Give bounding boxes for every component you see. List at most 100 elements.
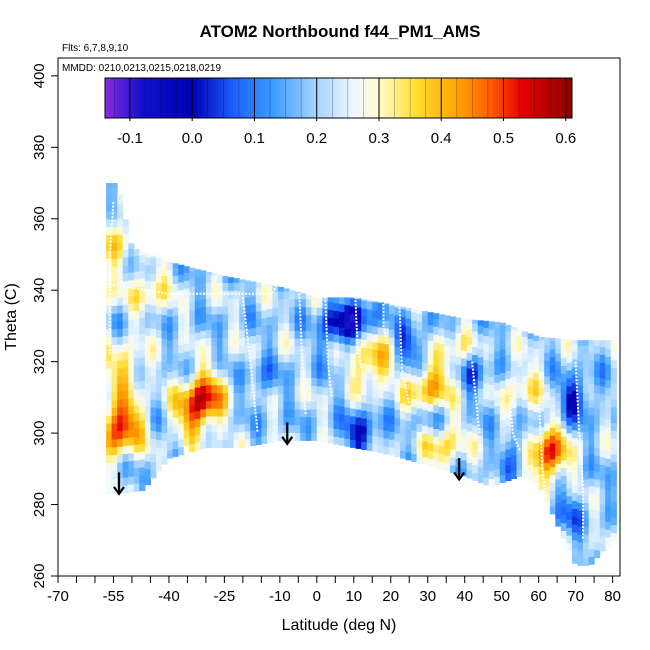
heatmap-cell	[544, 446, 551, 455]
heatmap-cell	[111, 183, 118, 188]
colorbar-segment	[370, 78, 375, 118]
heatmap-cell	[344, 391, 351, 400]
heatmap-cell	[244, 430, 251, 440]
heatmap-cell	[144, 280, 151, 289]
heatmap-cell	[544, 454, 551, 463]
heatmap-cell	[189, 286, 196, 295]
heatmap-cell	[366, 348, 373, 357]
heatmap-cell	[106, 273, 113, 283]
heatmap-cell	[144, 421, 151, 431]
heatmap-cell	[427, 442, 434, 451]
heatmap-cell	[377, 366, 384, 375]
heatmap-cell	[327, 403, 334, 413]
heatmap-cell	[544, 415, 551, 424]
heatmap-cell	[588, 422, 595, 432]
heatmap-cell	[111, 210, 118, 220]
heatmap-cell	[239, 360, 246, 370]
heatmap-cell	[239, 408, 246, 417]
heatmap-cell	[516, 389, 523, 399]
heatmap-cell	[222, 305, 229, 315]
x-tick-label: -25	[214, 588, 236, 605]
heatmap-cell	[533, 466, 540, 475]
heatmap-cell	[472, 456, 479, 466]
heatmap-cell	[427, 371, 434, 381]
heatmap-cell	[111, 328, 118, 338]
heatmap-cell	[178, 407, 185, 416]
heatmap-cell	[516, 358, 523, 367]
heatmap-cell	[322, 410, 329, 419]
heatmap-cell	[278, 298, 285, 308]
heatmap-cell	[189, 443, 196, 453]
heatmap-cell	[483, 476, 490, 486]
heatmap-cell	[289, 322, 296, 331]
heatmap-cell	[194, 339, 201, 349]
heatmap-cell	[372, 427, 379, 437]
heatmap-cell	[122, 219, 129, 227]
colorbar-segment	[332, 78, 337, 118]
heatmap-cell	[183, 319, 190, 328]
heatmap-cell	[278, 401, 285, 410]
heatmap-cell	[233, 345, 240, 354]
heatmap-cell	[222, 376, 229, 386]
heatmap-cell	[266, 340, 273, 349]
heatmap-cell	[533, 419, 540, 428]
heatmap-cell	[422, 448, 429, 458]
heatmap-cell	[383, 351, 390, 360]
heatmap-cell	[156, 462, 163, 472]
heatmap-cell	[261, 283, 268, 287]
heatmap-cell	[133, 349, 140, 359]
colorbar-segment	[466, 78, 471, 118]
heatmap-cell	[466, 415, 473, 424]
heatmap-cell	[117, 399, 124, 408]
colorbar-segment	[137, 78, 141, 118]
colorbar-segment	[335, 78, 339, 118]
heatmap-cell	[144, 453, 151, 462]
heatmap-cell	[211, 305, 218, 315]
colorbar-segment	[148, 78, 153, 118]
heatmap-cell	[566, 448, 573, 457]
heatmap-cell	[272, 394, 279, 403]
heatmap-cell	[361, 394, 368, 403]
heatmap-cell	[372, 310, 379, 319]
heatmap-cell	[239, 392, 246, 401]
heatmap-cell	[178, 431, 185, 440]
heatmap-cell	[106, 399, 113, 408]
heatmap-cell	[294, 416, 301, 426]
heatmap-cell	[133, 255, 140, 264]
heatmap-cell	[167, 347, 174, 357]
heatmap-cell	[449, 370, 456, 379]
heatmap-cell	[205, 408, 212, 417]
heatmap-cell	[111, 289, 118, 298]
heatmap-cell	[139, 466, 146, 476]
heatmap-cell	[133, 334, 140, 343]
heatmap-cell	[156, 407, 163, 417]
heatmap-cell	[305, 353, 312, 363]
heatmap-cell	[211, 273, 218, 276]
heatmap-cell	[594, 431, 601, 441]
heatmap-cell	[194, 276, 201, 286]
heatmap-cell	[594, 518, 601, 527]
heatmap-cell	[283, 322, 290, 331]
heatmap-cell	[383, 445, 390, 455]
flight-track-line	[382, 279, 389, 345]
heatmap-cell	[183, 390, 190, 399]
heatmap-cell	[483, 461, 490, 470]
heatmap-cell	[228, 298, 235, 307]
heatmap-cell	[583, 353, 590, 362]
heatmap-cell	[283, 314, 290, 323]
heatmap-cell	[316, 346, 323, 355]
heatmap-cell	[333, 349, 340, 359]
heatmap-cell	[111, 195, 118, 204]
heatmap-cell	[194, 441, 201, 451]
heatmap-cell	[427, 324, 434, 334]
heatmap-cell	[222, 400, 229, 409]
heatmap-cell	[150, 255, 157, 259]
heatmap-cell	[483, 374, 490, 384]
heatmap-cell	[466, 430, 473, 440]
heatmap-cell	[289, 306, 296, 316]
heatmap-cell	[294, 393, 301, 402]
colorbar-segment	[320, 78, 325, 118]
heatmap-cell	[139, 341, 146, 350]
heatmap-cell	[350, 400, 357, 409]
heatmap-cell	[366, 411, 373, 420]
